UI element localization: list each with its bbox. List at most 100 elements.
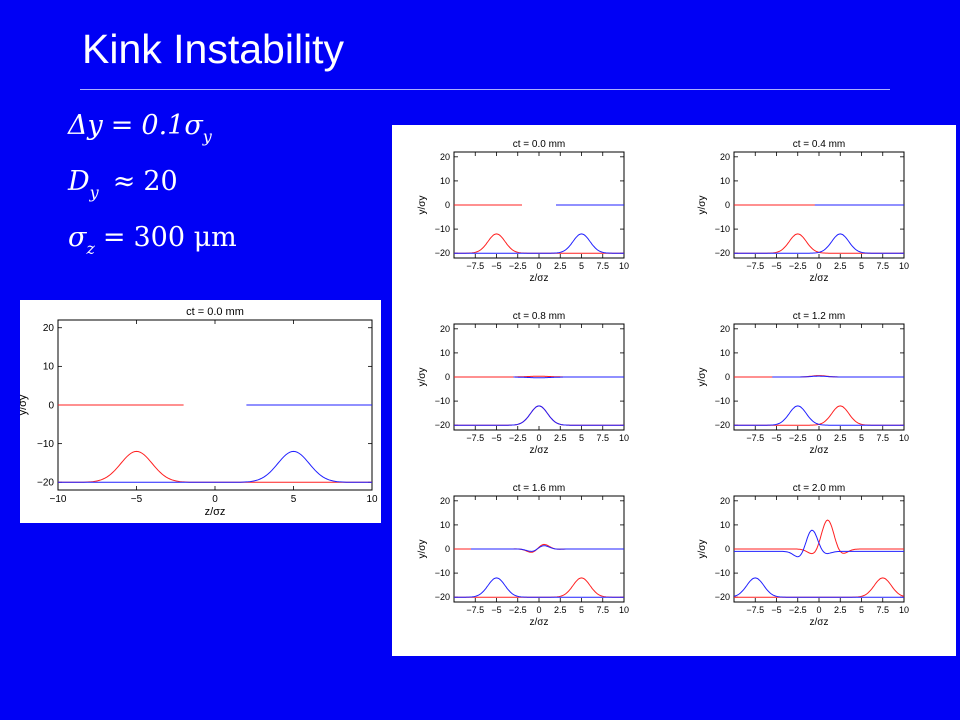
equation-lhs: D: [68, 166, 90, 197]
y-tick-label: −20: [435, 248, 450, 258]
y-tick-label: 20: [440, 324, 450, 334]
x-tick-label: 10: [899, 433, 909, 443]
equation-symbol: =: [102, 222, 126, 253]
x-tick-label: 5: [579, 261, 584, 271]
x-tick-label: 2.5: [834, 605, 847, 615]
x-tick-label: 5: [579, 433, 584, 443]
x-tick-label: 2.5: [834, 433, 847, 443]
x-axis-label: z/σz: [530, 273, 549, 284]
x-tick-label: 10: [366, 494, 378, 505]
x-tick-label: 7.5: [876, 433, 889, 443]
x-tick-label: −2.5: [789, 261, 807, 271]
bunch2-centroid-line: [734, 529, 904, 558]
x-tick-label: 0: [816, 261, 821, 271]
x-tick-label: 2.5: [554, 433, 567, 443]
equation-subscript: z: [86, 239, 95, 258]
x-tick-label: −2.5: [789, 433, 807, 443]
x-tick-label: −7.5: [466, 433, 484, 443]
x-tick-label: −2.5: [509, 261, 527, 271]
title-divider: [80, 89, 890, 90]
y-axis-label: y/σy: [697, 540, 708, 559]
y-axis-label: y/σy: [417, 196, 428, 215]
y-tick-label: −10: [435, 224, 450, 234]
x-tick-label: 0: [536, 605, 541, 615]
x-tick-label: −7.5: [746, 433, 764, 443]
equation-rhs: 0.1σ: [141, 110, 203, 141]
x-tick-label: −2.5: [789, 605, 807, 615]
x-tick-label: 5: [291, 494, 297, 505]
x-tick-label: 2.5: [554, 261, 567, 271]
y-tick-label: −20: [435, 420, 450, 430]
y-axis-label: y/σy: [697, 368, 708, 387]
x-tick-label: −5: [771, 261, 781, 271]
x-tick-label: −7.5: [466, 605, 484, 615]
y-tick-label: −20: [715, 248, 730, 258]
bunch2-profile-line: [454, 577, 624, 598]
plot-title: ct = 0.0 mm: [186, 306, 244, 318]
y-axis-label: y/σy: [417, 368, 428, 387]
x-tick-label: 10: [899, 261, 909, 271]
x-tick-label: 10: [619, 605, 629, 615]
bunch2-profile-line: [454, 405, 624, 426]
equation-lhs: σ: [68, 222, 87, 253]
y-tick-label: 20: [720, 496, 730, 506]
equation-symbol: ≈: [112, 166, 136, 197]
y-tick-label: 0: [445, 372, 450, 382]
bunch2-profile-line: [58, 450, 372, 483]
y-tick-label: 10: [440, 348, 450, 358]
y-tick-label: 10: [440, 520, 450, 530]
bunch2-centroid-line: [772, 375, 904, 378]
y-axis-label: y/σy: [697, 196, 708, 215]
y-tick-label: 20: [440, 152, 450, 162]
x-tick-label: −5: [491, 261, 501, 271]
plot-title: ct = 0.4 mm: [793, 139, 846, 150]
equation-disruption: Dy ≈20: [68, 166, 178, 202]
plot-title: ct = 0.0 mm: [513, 139, 566, 150]
bunch2-profile-line: [734, 233, 904, 254]
x-tick-label: 5: [579, 605, 584, 615]
x-tick-label: −5: [491, 605, 501, 615]
y-tick-label: 10: [43, 362, 55, 373]
x-tick-label: 7.5: [596, 605, 609, 615]
bunch2-centroid-line: [471, 545, 624, 552]
y-tick-label: −20: [37, 478, 54, 489]
plot-title: ct = 0.8 mm: [513, 311, 566, 322]
x-tick-label: 0: [816, 433, 821, 443]
x-tick-label: 10: [899, 605, 909, 615]
y-tick-label: −10: [715, 568, 730, 578]
x-axis-label: z/σz: [205, 506, 226, 518]
y-tick-label: 0: [725, 544, 730, 554]
y-tick-label: 0: [445, 544, 450, 554]
y-tick-label: 10: [720, 348, 730, 358]
y-tick-label: −10: [715, 224, 730, 234]
equation-sigma-z: σz = 300 μm: [68, 222, 237, 258]
y-axis-label: y/σy: [20, 394, 29, 415]
bunch2-profile-line: [733, 577, 904, 598]
x-tick-label: −5: [491, 433, 501, 443]
equation-lhs: Δy: [68, 110, 103, 141]
y-tick-label: 0: [48, 400, 54, 411]
x-tick-label: 7.5: [596, 433, 609, 443]
bunch1-centroid-line: [734, 519, 904, 555]
y-tick-label: −10: [435, 396, 450, 406]
equation-symbol: =: [110, 110, 134, 141]
x-axis-label: z/σz: [810, 445, 829, 456]
plot-title: ct = 2.0 mm: [793, 483, 846, 494]
y-tick-label: 0: [725, 200, 730, 210]
plot-title: ct = 1.2 mm: [793, 311, 846, 322]
bunch1-profile-line: [454, 405, 624, 426]
x-tick-label: 0: [536, 261, 541, 271]
x-axis-label: z/σz: [530, 445, 549, 456]
x-axis-label: z/σz: [810, 273, 829, 284]
x-tick-label: 10: [619, 261, 629, 271]
plot-grid-panel: −7.5 −5 −2.5 0 2.5 5 7.5 10 −20 −10 0 10 20 ct = 0.0 …: [392, 125, 956, 656]
y-axis-label: y/σy: [417, 540, 428, 559]
y-tick-label: 10: [720, 176, 730, 186]
x-tick-label: −7.5: [746, 261, 764, 271]
x-tick-label: 10: [619, 433, 629, 443]
y-tick-label: 20: [440, 496, 450, 506]
x-tick-label: −2.5: [509, 433, 527, 443]
y-tick-label: −10: [435, 568, 450, 578]
plot-grid-chart: −7.5 −5 −2.5 0 2.5 5 7.5 10 −20 −10 0 10 20 ct = 0.0 …: [417, 139, 909, 628]
slide-title: Kink Instability: [82, 26, 345, 72]
